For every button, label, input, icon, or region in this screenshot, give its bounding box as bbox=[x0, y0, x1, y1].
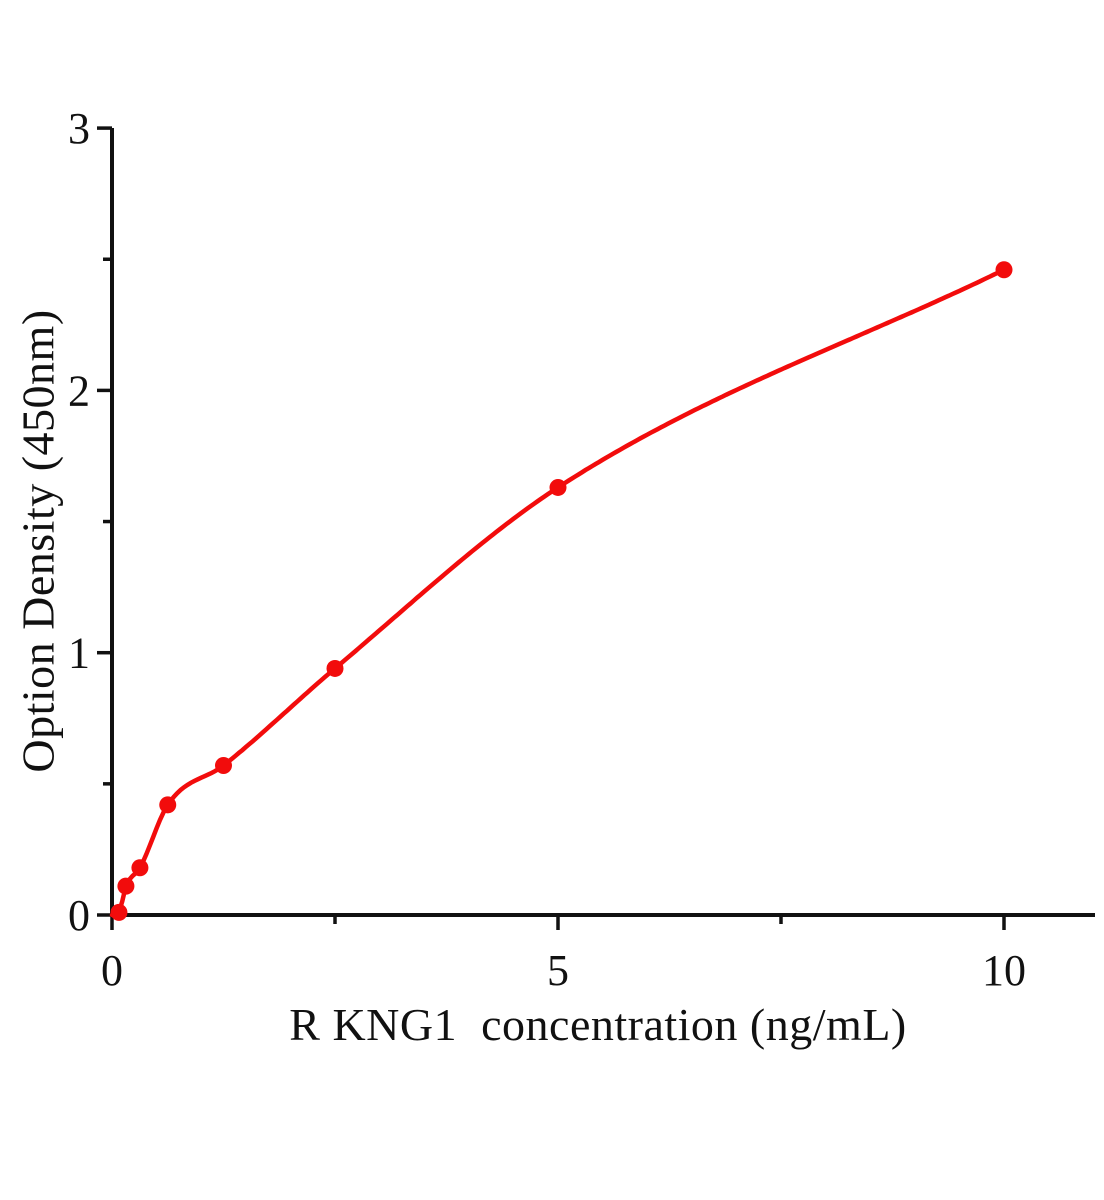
y-tick-label: 0 bbox=[68, 891, 90, 940]
data-point bbox=[117, 877, 135, 895]
data-point bbox=[159, 796, 177, 814]
data-point bbox=[131, 859, 149, 877]
data-point bbox=[110, 903, 128, 921]
data-point bbox=[215, 756, 232, 774]
fit-curve bbox=[109, 267, 1007, 918]
x-axis-title: R KNG1 concentration (ng/mL) bbox=[289, 999, 907, 1050]
data-point bbox=[326, 659, 344, 677]
x-tick-label: 5 bbox=[547, 946, 569, 995]
y-tick-label: 2 bbox=[68, 366, 90, 415]
y-tick-label: 1 bbox=[68, 629, 90, 678]
x-tick-label: 0 bbox=[101, 946, 123, 995]
y-tick-label: 3 bbox=[68, 104, 90, 153]
y-axis-title: Option Density (450nm) bbox=[12, 309, 64, 773]
data-point bbox=[995, 261, 1013, 279]
x-tick-label: 10 bbox=[982, 946, 1026, 995]
axes-lines bbox=[110, 128, 1095, 917]
data-point bbox=[549, 478, 567, 496]
